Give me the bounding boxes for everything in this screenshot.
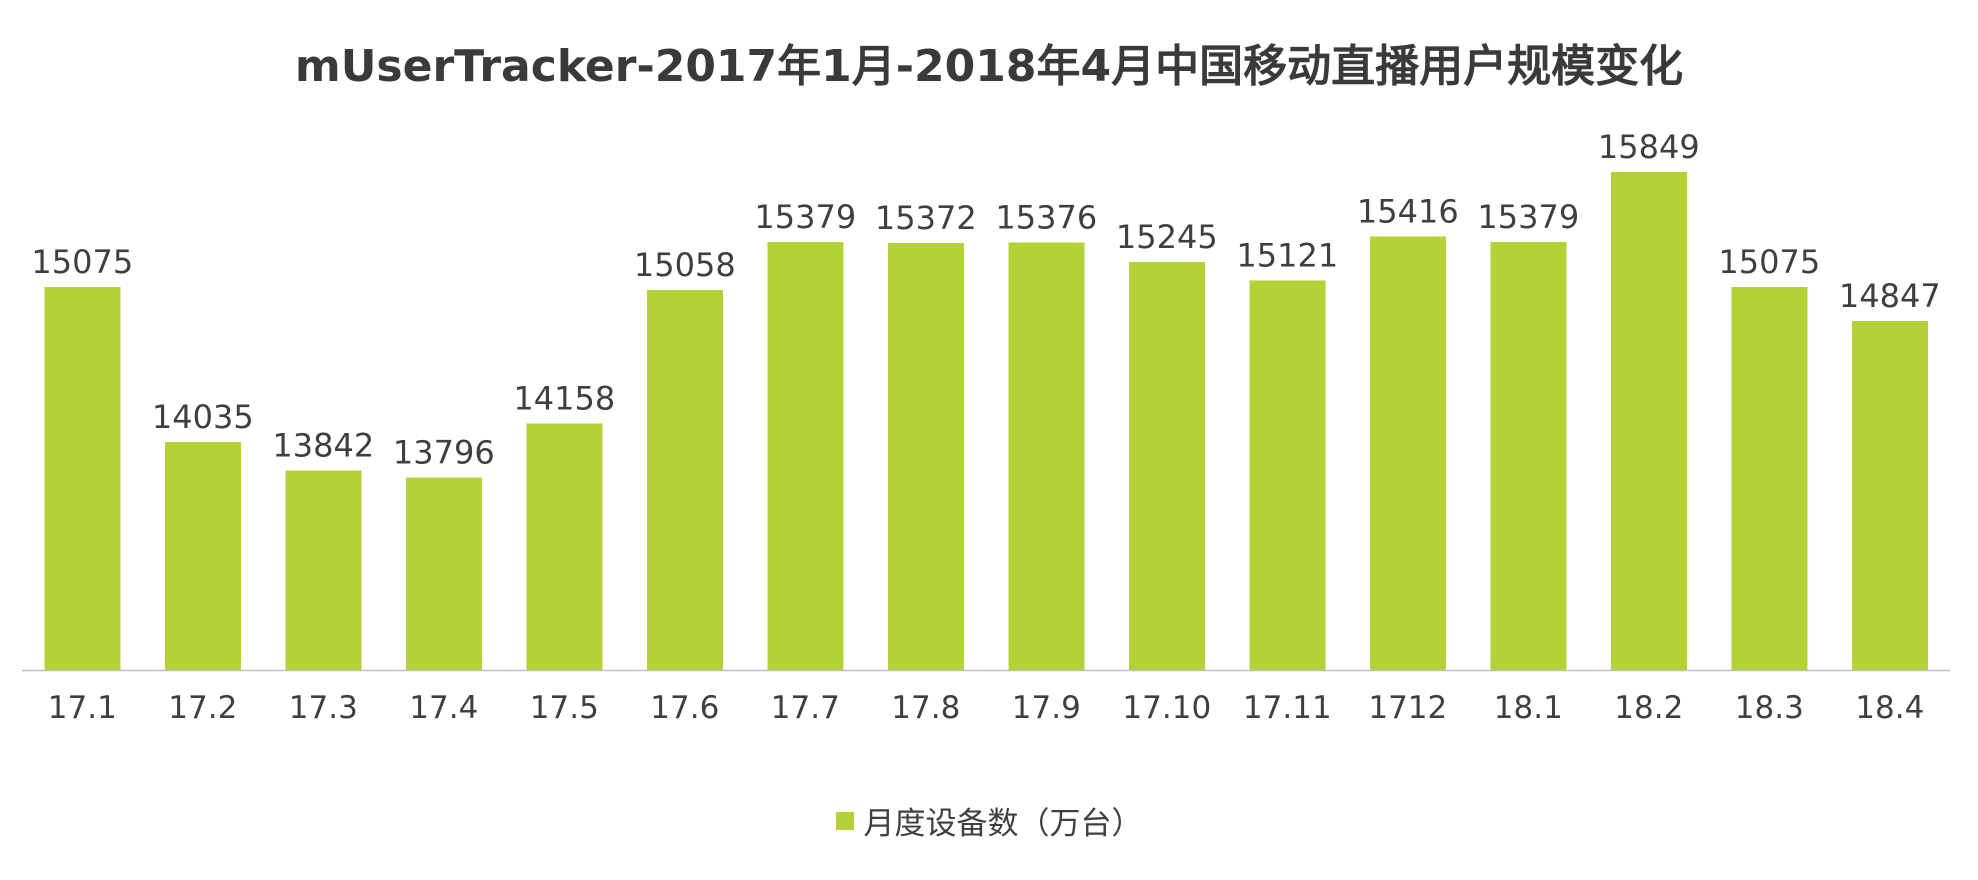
bar-17.5 (526, 423, 603, 670)
bar-17.8 (887, 243, 964, 670)
legend-label: 月度设备数（万台） (863, 806, 1143, 842)
x-tick-label-17.7: 17.7 (771, 690, 840, 726)
data-label-17.1: 15075 (31, 243, 133, 281)
data-label-17.9: 15376 (995, 199, 1097, 237)
legend-swatch (835, 811, 854, 830)
x-tick-label-18.1: 18.1 (1494, 690, 1563, 726)
bar-1712 (1369, 236, 1446, 670)
data-label-17.4: 13796 (393, 433, 495, 471)
bars-group (44, 172, 1928, 670)
chart-title: mUserTracker-2017年1月-2018年4月中国移动直播用户规模变化 (294, 41, 1684, 92)
data-label-17.2: 14035 (152, 398, 254, 436)
x-tick-label-17.3: 17.3 (289, 690, 358, 726)
data-label-17.3: 13842 (272, 427, 374, 465)
data-label-18.4: 14847 (1839, 277, 1941, 315)
data-label-18.1: 15379 (1477, 198, 1579, 236)
x-tick-label-17.11: 17.11 (1243, 690, 1332, 726)
bar-18.1 (1490, 242, 1567, 670)
bar-17.11 (1249, 280, 1326, 670)
x-tick-label-18.4: 18.4 (1855, 690, 1924, 726)
x-tick-label-17.2: 17.2 (168, 690, 237, 726)
x-tick-labels-group: 17.1 17.2 17.3 17.4 17.5 17.6 17.7 17.8 17.9 17.1… (48, 690, 1925, 726)
x-tick-label-17.9: 17.9 (1012, 690, 1081, 726)
bar-17.3 (285, 470, 362, 670)
legend: 月度设备数（万台） (0, 798, 1978, 843)
bar-18.3 (1731, 287, 1808, 670)
x-tick-label-17.6: 17.6 (650, 690, 719, 726)
bar-17.6 (646, 289, 723, 670)
x-tick-label-17.8: 17.8 (891, 690, 960, 726)
x-tick-label-18.2: 18.2 (1614, 690, 1683, 726)
data-label-17.10: 15245 (1116, 218, 1218, 256)
data-label-17.11: 15121 (1236, 236, 1338, 274)
data-label-18.2: 15849 (1598, 128, 1700, 166)
bar-18.4 (1851, 321, 1928, 670)
bar-17.4 (405, 477, 482, 670)
data-label-17.8: 15372 (875, 199, 977, 237)
data-labels-group: 15075 14035 13842 13796 14158 15058 15379 15372… (31, 128, 1940, 471)
x-tick-label-18.3: 18.3 (1735, 690, 1804, 726)
bar-18.2 (1610, 172, 1687, 670)
bar-17.10 (1128, 262, 1205, 670)
x-tick-label-1712: 1712 (1368, 690, 1447, 726)
data-label-1712: 15416 (1357, 193, 1459, 231)
bar-17.2 (164, 441, 241, 670)
bar-17.7 (767, 242, 844, 670)
x-tick-label-17.1: 17.1 (48, 690, 117, 726)
bar-17.9 (1008, 242, 1085, 670)
data-label-18.3: 15075 (1718, 243, 1820, 281)
bar-17.1 (44, 287, 121, 670)
data-label-17.7: 15379 (754, 198, 856, 236)
data-label-17.5: 14158 (513, 380, 615, 418)
x-tick-label-17.4: 17.4 (409, 690, 478, 726)
data-label-17.6: 15058 (634, 246, 736, 284)
x-tick-label-17.5: 17.5 (530, 690, 599, 726)
x-tick-label-17.10: 17.10 (1122, 690, 1211, 726)
